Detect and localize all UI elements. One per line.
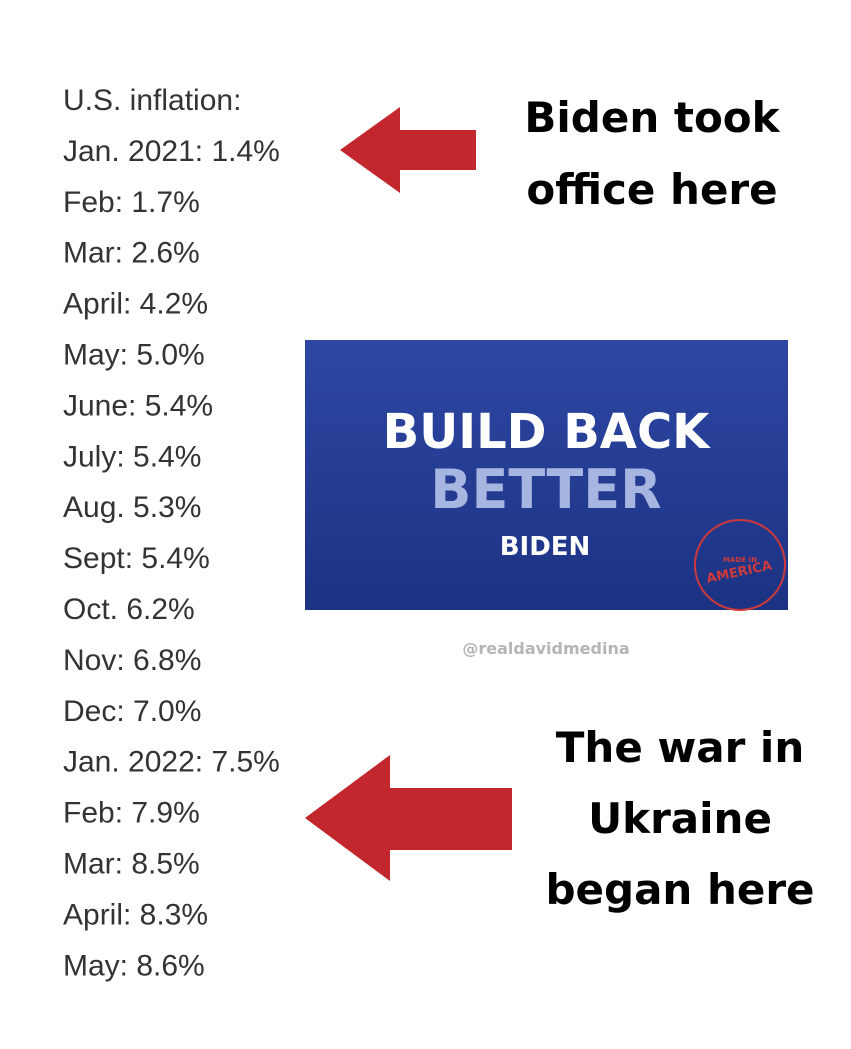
- list-item: April: 8.3%: [63, 898, 208, 931]
- list-item: May: 8.6%: [63, 949, 205, 982]
- list-item: Mar: 8.5%: [63, 848, 200, 881]
- list-item: Aug. 5.3%: [63, 491, 201, 524]
- list-item: Oct. 6.2%: [63, 593, 195, 626]
- list-item: Feb: 7.9%: [63, 797, 200, 830]
- banner: [305, 340, 788, 610]
- watermark: @realdavidmedina: [462, 639, 629, 658]
- list-item: April: 4.2%: [63, 288, 208, 321]
- list-item: Dec: 7.0%: [63, 695, 201, 728]
- list-title: U.S. inflation:: [63, 84, 241, 117]
- badge-top: MADE IN: [723, 556, 757, 564]
- badge: [694, 519, 786, 611]
- list-item: Feb: 1.7%: [63, 186, 200, 219]
- annotation-line: began here: [545, 865, 814, 914]
- list-item: Mar: 2.6%: [63, 237, 200, 270]
- banner-name: BIDEN: [500, 532, 591, 562]
- list-item: June: 5.4%: [63, 389, 213, 422]
- annotation-line: Biden took: [524, 93, 780, 142]
- annotations: Biden took office here The war in Ukraine be…: [524, 93, 814, 914]
- arrow: [340, 107, 476, 193]
- annotation-line: Ukraine: [588, 794, 772, 843]
- banner-line1: BUILD BACK: [383, 404, 712, 460]
- list-item: Jan. 2022: 7.5%: [63, 746, 280, 779]
- list-item: Nov: 6.8%: [63, 644, 201, 677]
- list-item: Sept: 5.4%: [63, 542, 210, 575]
- list-item: July: 5.4%: [63, 440, 201, 473]
- list-item: Jan. 2021: 1.4%: [63, 135, 280, 168]
- annotation-line: office here: [526, 165, 777, 214]
- banner-line2: BETTER: [430, 458, 661, 521]
- arrow: [305, 755, 512, 881]
- annotation-line: The war in: [556, 723, 804, 772]
- list-item: May: 5.0%: [63, 339, 205, 372]
- inflation-list: U.S. inflation: Jan. 2021: 1.4% Feb: 1.7% M…: [63, 84, 280, 982]
